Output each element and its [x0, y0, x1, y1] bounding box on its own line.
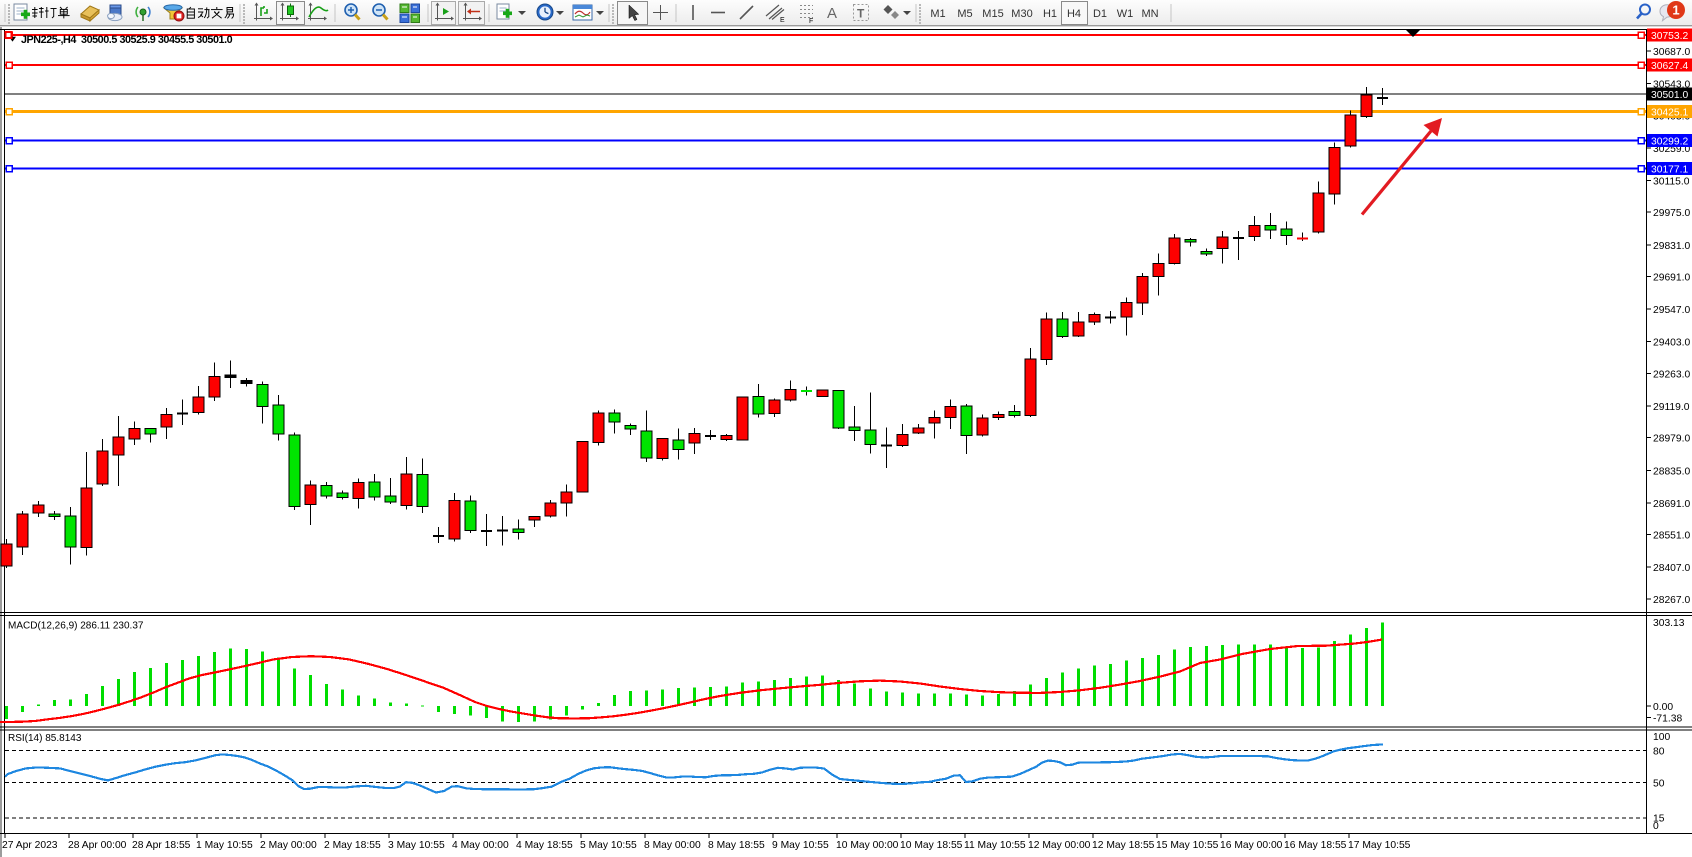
svg-text:5 May 10:55: 5 May 10:55 — [580, 840, 637, 851]
svg-text:10 May 00:00: 10 May 00:00 — [836, 840, 899, 851]
svg-text:JPN225-,H4 30500.5 30525.9 30: JPN225-,H4 30500.5 30525.9 30455.5 30501… — [21, 34, 233, 46]
svg-text:29831.0: 29831.0 — [1653, 241, 1690, 252]
svg-text:12 May 00:00: 12 May 00:00 — [1028, 840, 1091, 851]
svg-text:4 May 00:00: 4 May 00:00 — [452, 840, 509, 851]
svg-text:28407.0: 28407.0 — [1653, 563, 1690, 574]
svg-text:3 May 10:55: 3 May 10:55 — [388, 840, 445, 851]
svg-text:29691.0: 29691.0 — [1653, 273, 1690, 284]
svg-text:10 May 18:55: 10 May 18:55 — [900, 840, 963, 851]
svg-text:MACD(12,26,9) 286.11 230.37: MACD(12,26,9) 286.11 230.37 — [8, 621, 144, 632]
svg-text:28 Apr 18:55: 28 Apr 18:55 — [132, 840, 191, 851]
svg-text:W1: W1 — [1117, 8, 1134, 20]
svg-text:30425.1: 30425.1 — [1651, 108, 1688, 119]
svg-text:29975.0: 29975.0 — [1653, 208, 1690, 219]
svg-text:30687.0: 30687.0 — [1653, 47, 1690, 58]
svg-text:15: 15 — [1653, 814, 1665, 825]
svg-text:1 May 10:55: 1 May 10:55 — [196, 840, 253, 851]
svg-text:E: E — [780, 17, 785, 24]
svg-text:28267.0: 28267.0 — [1653, 595, 1690, 606]
svg-text:15 May 10:55: 15 May 10:55 — [1156, 840, 1219, 851]
svg-text:303.13: 303.13 — [1653, 618, 1685, 629]
svg-text:-71.38: -71.38 — [1653, 714, 1682, 725]
svg-text:H1: H1 — [1043, 8, 1057, 20]
svg-text:28691.0: 28691.0 — [1653, 499, 1690, 510]
svg-text:30753.2: 30753.2 — [1651, 31, 1688, 42]
svg-text:28979.0: 28979.0 — [1653, 434, 1690, 445]
svg-text:30115.0: 30115.0 — [1653, 177, 1690, 188]
svg-text:29547.0: 29547.0 — [1653, 305, 1690, 316]
svg-text:0: 0 — [1653, 821, 1659, 832]
svg-text:2 May 00:00: 2 May 00:00 — [260, 840, 317, 851]
svg-text:H4: H4 — [1067, 8, 1081, 20]
svg-text:M5: M5 — [957, 8, 972, 20]
svg-text:29119.0: 29119.0 — [1653, 402, 1690, 413]
svg-text:30501.0: 30501.0 — [1651, 90, 1688, 101]
svg-text:11 May 10:55: 11 May 10:55 — [964, 840, 1026, 851]
svg-text:8 May 18:55: 8 May 18:55 — [708, 840, 765, 851]
svg-text:2 May 18:55: 2 May 18:55 — [324, 840, 381, 851]
svg-text:30299.2: 30299.2 — [1651, 137, 1688, 148]
svg-text:A: A — [827, 5, 837, 22]
svg-text:50: 50 — [1653, 779, 1665, 790]
svg-text:30543.0: 30543.0 — [1653, 80, 1690, 91]
svg-text:29403.0: 29403.0 — [1653, 338, 1690, 349]
svg-text:4 May 18:55: 4 May 18:55 — [516, 840, 573, 851]
svg-text:80: 80 — [1653, 747, 1665, 758]
svg-text:30627.4: 30627.4 — [1651, 61, 1688, 72]
svg-text:29263.0: 29263.0 — [1653, 369, 1690, 380]
svg-text:27 Apr 2023: 27 Apr 2023 — [2, 840, 58, 851]
svg-text:100: 100 — [1653, 732, 1670, 743]
svg-text:30177.1: 30177.1 — [1651, 165, 1688, 176]
svg-text:M1: M1 — [930, 8, 945, 20]
svg-text:9 May 10:55: 9 May 10:55 — [772, 840, 829, 851]
svg-text:28551.0: 28551.0 — [1653, 531, 1690, 542]
svg-text:28835.0: 28835.0 — [1653, 466, 1690, 477]
svg-text:16 May 18:55: 16 May 18:55 — [1284, 840, 1347, 851]
svg-text:0.00: 0.00 — [1653, 702, 1673, 713]
svg-text:16 May 00:00: 16 May 00:00 — [1220, 840, 1283, 851]
svg-text:17 May 10:55: 17 May 10:55 — [1348, 840, 1411, 851]
svg-text:12 May 18:55: 12 May 18:55 — [1092, 840, 1155, 851]
svg-text:RSI(14) 85.8143: RSI(14) 85.8143 — [8, 733, 82, 744]
svg-text:30259.0: 30259.0 — [1653, 144, 1690, 155]
svg-text:M15: M15 — [982, 8, 1003, 20]
svg-text:MN: MN — [1141, 8, 1158, 20]
svg-text:M30: M30 — [1011, 8, 1032, 20]
svg-text:F: F — [809, 18, 813, 25]
svg-text:D1: D1 — [1093, 8, 1107, 20]
svg-text:8 May 00:00: 8 May 00:00 — [644, 840, 701, 851]
svg-text:1: 1 — [1672, 3, 1679, 18]
svg-text:T: T — [857, 7, 865, 21]
svg-text:28 Apr 00:00: 28 Apr 00:00 — [68, 840, 127, 851]
